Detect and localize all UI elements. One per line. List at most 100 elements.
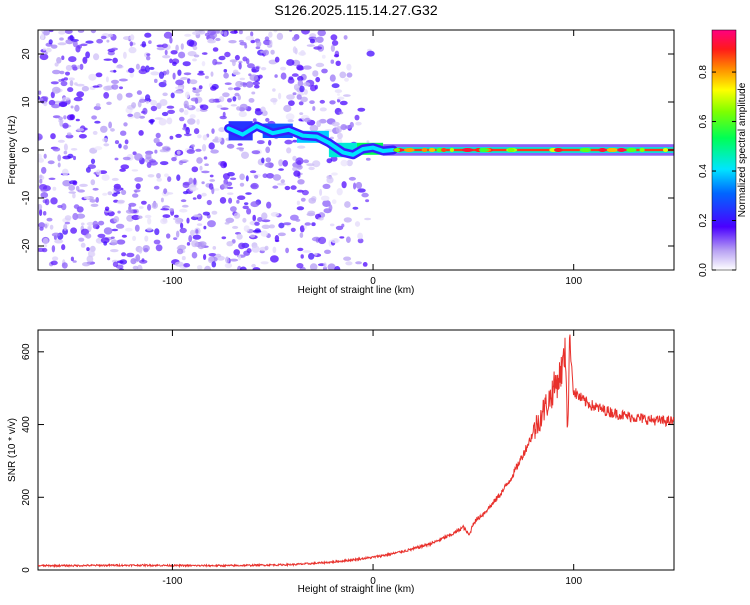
noise-speckle [208, 183, 214, 190]
noise-speckle [223, 69, 228, 73]
noise-speckle [77, 65, 81, 70]
noise-speckle [159, 149, 167, 153]
y-tick-label: 10 [21, 96, 32, 108]
noise-speckle [272, 88, 276, 92]
noise-speckle [197, 72, 205, 76]
noise-speckle [268, 139, 272, 146]
noise-speckle [61, 55, 65, 61]
spectrogram-noise-layer [38, 30, 375, 270]
noise-speckle [183, 109, 189, 116]
noise-speckle [63, 115, 67, 120]
noise-speckle [179, 108, 185, 113]
noise-speckle [165, 192, 174, 195]
noise-speckle [284, 185, 291, 191]
noise-speckle [73, 204, 80, 209]
noise-speckle [354, 221, 361, 227]
noise-speckle [115, 65, 124, 69]
noise-speckle [297, 145, 306, 149]
noise-speckle [166, 233, 171, 239]
snr-y-axis-label: SNR (10 * v/v) [7, 418, 18, 482]
noise-speckle [197, 265, 203, 270]
noise-speckle [94, 146, 103, 151]
noise-speckle [163, 79, 167, 84]
noise-speckle [115, 223, 125, 229]
noise-speckle [185, 126, 190, 135]
noise-speckle [189, 79, 198, 85]
noise-speckle [52, 256, 59, 261]
noise-speckle [220, 55, 226, 60]
noise-speckle [197, 242, 205, 250]
noise-speckle [256, 40, 262, 48]
noise-speckle [103, 58, 113, 61]
noise-speckle [245, 192, 252, 195]
tone-blob [428, 148, 436, 152]
noise-speckle [85, 51, 90, 59]
noise-speckle [224, 222, 230, 225]
noise-speckle [144, 235, 149, 242]
noise-speckle [330, 34, 338, 41]
noise-speckle [61, 262, 68, 269]
noise-speckle [166, 105, 175, 109]
noise-speckle [40, 189, 48, 192]
noise-speckle [208, 142, 215, 150]
noise-speckle [162, 214, 171, 219]
noise-speckle [224, 82, 232, 85]
noise-speckle [110, 128, 115, 132]
noise-speckle [50, 197, 58, 205]
noise-speckle [260, 230, 268, 237]
noise-speckle [136, 264, 143, 270]
noise-speckle [207, 39, 216, 44]
noise-speckle [211, 261, 217, 268]
noise-speckle [166, 117, 173, 125]
noise-speckle [118, 78, 128, 82]
noise-speckle [238, 242, 246, 250]
noise-speckle [38, 222, 45, 229]
noise-speckle [144, 214, 152, 219]
noise-speckle [319, 188, 323, 196]
noise-speckle [56, 57, 62, 64]
noise-speckle [299, 85, 305, 93]
noise-speckle [354, 114, 360, 121]
noise-speckle [292, 139, 298, 143]
noise-speckle [72, 260, 77, 263]
noise-speckle [292, 166, 298, 172]
noise-speckle [176, 174, 181, 181]
noise-speckle [71, 64, 77, 69]
noise-speckle [285, 113, 295, 121]
noise-speckle [215, 30, 220, 34]
noise-speckle [147, 217, 152, 225]
noise-speckle [50, 91, 55, 99]
noise-speckle [67, 153, 74, 159]
noise-speckle [228, 197, 233, 204]
noise-speckle [244, 202, 249, 206]
noise-speckle [264, 245, 269, 251]
noise-speckle [263, 39, 272, 46]
noise-speckle [346, 72, 353, 78]
noise-speckle [172, 72, 176, 80]
noise-speckle [77, 189, 85, 193]
noise-speckle [92, 220, 99, 228]
noise-speckle [227, 98, 232, 103]
noise-speckle [237, 195, 246, 200]
noise-speckle [123, 122, 128, 127]
noise-speckle [58, 119, 64, 123]
noise-speckle [75, 83, 85, 87]
noise-speckle [48, 30, 54, 33]
noise-speckle [265, 146, 271, 154]
noise-speckle [88, 73, 97, 81]
noise-speckle [39, 178, 43, 184]
noise-speckle [117, 199, 125, 204]
noise-speckle [204, 265, 212, 270]
noise-speckle [218, 127, 226, 133]
noise-speckle [224, 262, 233, 269]
noise-speckle [304, 117, 311, 123]
noise-speckle [170, 92, 175, 99]
noise-speckle [174, 86, 183, 90]
noise-speckle [260, 67, 267, 71]
noise-speckle [296, 94, 302, 100]
noise-speckle [76, 128, 85, 132]
noise-speckle [343, 94, 351, 97]
noise-speckle [65, 64, 73, 71]
tone-blob [393, 148, 401, 152]
